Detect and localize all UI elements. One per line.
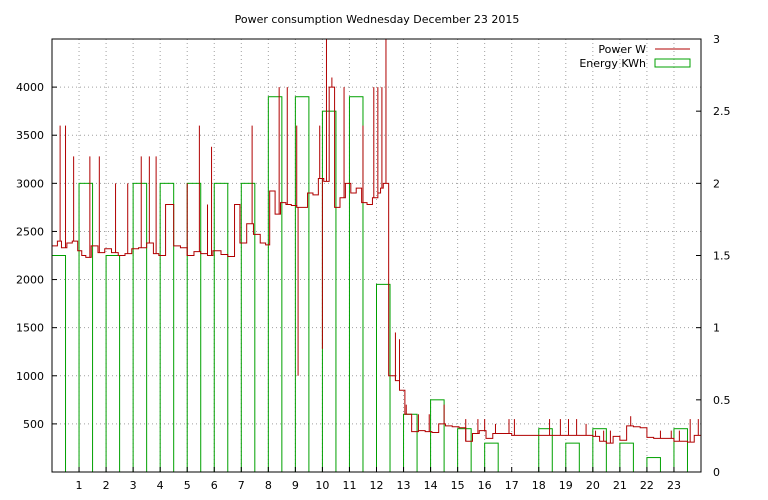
y2-tick-label: 1 (713, 322, 720, 335)
y-tick-label: 3000 (16, 177, 44, 190)
energy-bar (348, 96, 364, 473)
power-w-series (52, 39, 702, 444)
x-tick-label: 5 (184, 479, 191, 492)
x-tick-label: 6 (211, 479, 218, 492)
x-tick-label: 4 (157, 479, 164, 492)
x-tick-label: 9 (292, 479, 299, 492)
x-tick-label: 16 (478, 479, 492, 492)
x-tick-label: 19 (559, 479, 573, 492)
y-tick-label: 1000 (16, 370, 44, 383)
x-tick-label: 20 (586, 479, 600, 492)
axes: 1 2 3 4 5 6 7 8 9 10 11 12 13 14 15 16 17 18 19 20 21 22 23500… (16, 33, 731, 492)
y-tick-label: 1500 (16, 322, 44, 335)
y2-tick-label: 1.5 (713, 250, 731, 263)
energy-bar (294, 96, 310, 473)
x-tick-label: 10 (315, 479, 329, 492)
x-tick-label: 22 (640, 479, 654, 492)
energy-bar (186, 182, 202, 473)
y-tick-label: 3500 (16, 129, 44, 142)
chart-title: Power consumption Wednesday December 23 … (235, 13, 520, 26)
legend: Power W Energy KWh (579, 43, 691, 70)
legend-swatch-energy (654, 58, 691, 68)
y2-tick-label: 2 (713, 177, 720, 190)
x-tick-label: 1 (76, 479, 83, 492)
y2-tick-label: 0.5 (713, 394, 731, 407)
x-tick-label: 7 (238, 479, 245, 492)
energy-bar (673, 428, 688, 473)
x-tick-label: 14 (424, 479, 438, 492)
x-tick-label: 11 (342, 479, 356, 492)
x-tick-label: 18 (532, 479, 546, 492)
x-tick-label: 15 (451, 479, 465, 492)
power-line (52, 86, 702, 444)
energy-bar (159, 182, 175, 473)
energy-bar (267, 96, 283, 473)
energy-bar (484, 442, 499, 473)
y-tick-label: 4000 (16, 81, 44, 94)
y2-tick-label: 3 (713, 33, 720, 46)
energy-kwh-bars (51, 96, 688, 473)
energy-bar (376, 283, 391, 473)
x-tick-label: 17 (505, 479, 519, 492)
energy-bar (592, 428, 607, 473)
x-tick-label: 8 (265, 479, 272, 492)
legend-label-power: Power W (598, 43, 646, 56)
x-tick-label: 23 (667, 479, 681, 492)
x-tick-label: 13 (397, 479, 411, 492)
energy-bar (619, 442, 634, 473)
legend-label-energy: Energy KWh (579, 57, 646, 70)
x-tick-label: 2 (103, 479, 110, 492)
x-tick-label: 21 (613, 479, 627, 492)
y-tick-label: 2500 (16, 225, 44, 238)
energy-bar (403, 413, 418, 473)
x-tick-label: 3 (130, 479, 137, 492)
energy-bar (430, 399, 445, 473)
energy-bar (105, 255, 121, 473)
y2-tick-label: 2.5 (713, 105, 731, 118)
energy-bar (565, 442, 580, 473)
y-tick-label: 2000 (16, 274, 44, 287)
energy-bar (78, 182, 94, 473)
y2-tick-label: 0 (713, 466, 720, 479)
energy-bar (51, 255, 67, 473)
energy-bar (457, 428, 472, 473)
energy-bar (646, 457, 661, 473)
y-tick-label: 500 (23, 418, 44, 431)
x-tick-label: 12 (370, 479, 384, 492)
